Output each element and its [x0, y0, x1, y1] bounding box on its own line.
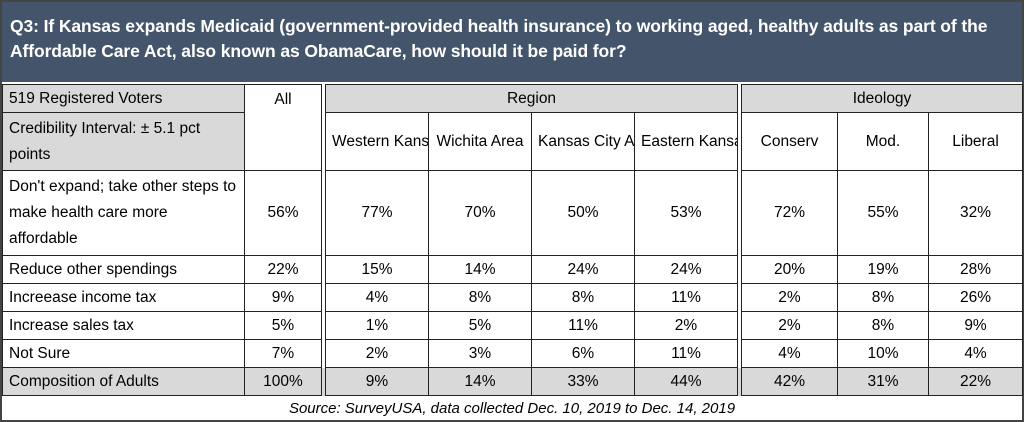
cell-western-kansas: 9%	[325, 367, 429, 396]
cell-wichita-area: 14%	[428, 367, 532, 396]
table-row: Increease income tax 9% 4% 8% 8% 11% 2% …	[2, 283, 1024, 312]
column-header-eastern-kansas: Eastern Kansas	[634, 112, 738, 171]
cell-mod: 8%	[837, 283, 929, 312]
composition-row: Composition of Adults 100% 9% 14% 33% 44…	[2, 367, 1024, 396]
table-row: Don't expand; take other steps to make h…	[2, 170, 1024, 256]
cell-kansas-city-area: 33%	[531, 367, 635, 396]
cell-eastern-kansas: 11%	[634, 283, 738, 312]
cell-kansas-city-area: 50%	[531, 170, 635, 256]
crosstab-table: 519 Registered Voters All Region Ideolog…	[2, 84, 1024, 396]
cell-eastern-kansas: 2%	[634, 311, 738, 340]
sample-size-label: 519 Registered Voters	[2, 84, 245, 113]
column-header-kansas-city-area: Kansas City Area	[531, 112, 635, 171]
source-note: Source: SurveyUSA, data collected Dec. 1…	[288, 400, 736, 417]
column-header-wichita-area: Wichita Area	[428, 112, 532, 171]
cell-western-kansas: 77%	[325, 170, 429, 256]
cell-mod: 31%	[837, 367, 929, 396]
row-label: Don't expand; take other steps to make h…	[2, 170, 245, 256]
column-header-western-kansas: Western Kansas	[325, 112, 429, 171]
row-label: Reduce other spendings	[2, 255, 245, 284]
cell-mod: 8%	[837, 311, 929, 340]
cell-mod: 19%	[837, 255, 929, 284]
cell-western-kansas: 2%	[325, 339, 429, 368]
header-row-groups: 519 Registered Voters All Region Ideolog…	[2, 84, 1024, 171]
cell-eastern-kansas: 53%	[634, 170, 738, 256]
cell-mod: 55%	[837, 170, 929, 256]
cell-wichita-area: 70%	[428, 170, 532, 256]
cell-eastern-kansas: 11%	[634, 339, 738, 368]
cell-wichita-area: 3%	[428, 339, 532, 368]
cell-kansas-city-area: 8%	[531, 283, 635, 312]
cell-kansas-city-area: 24%	[531, 255, 635, 284]
cell-kansas-city-area: 11%	[531, 311, 635, 340]
cell-western-kansas: 15%	[325, 255, 429, 284]
cell-kansas-city-area: 6%	[531, 339, 635, 368]
cell-all: 5%	[244, 311, 322, 340]
cell-mod: 10%	[837, 339, 929, 368]
cell-conserv: 2%	[741, 283, 838, 312]
cell-conserv: 72%	[741, 170, 838, 256]
column-header-liberal: Liberal	[927, 112, 1024, 171]
cell-liberal: 4%	[927, 339, 1024, 368]
cell-eastern-kansas: 24%	[634, 255, 738, 284]
cell-western-kansas: 1%	[325, 311, 429, 340]
cell-wichita-area: 8%	[428, 283, 532, 312]
cell-wichita-area: 5%	[428, 311, 532, 340]
cell-eastern-kansas: 44%	[634, 367, 738, 396]
cell-liberal: 26%	[927, 283, 1024, 312]
column-header-all: All	[244, 84, 322, 171]
cell-all: 100%	[244, 367, 322, 396]
column-header-conserv: Conserv	[741, 112, 838, 171]
group-header-region: Region	[325, 84, 738, 113]
question-title: Q3: If Kansas expands Medicaid (governme…	[2, 2, 1022, 82]
cell-liberal: 28%	[927, 255, 1024, 284]
cell-conserv: 4%	[741, 339, 838, 368]
cell-conserv: 2%	[741, 311, 838, 340]
table-row: Reduce other spendings 22% 15% 14% 24% 2…	[2, 255, 1024, 284]
cell-all: 9%	[244, 283, 322, 312]
header-row-columns: Credibility Interval: ± 5.1 pct points W…	[2, 112, 1024, 171]
row-label: Increase sales tax	[2, 311, 245, 340]
cell-liberal: 22%	[927, 367, 1024, 396]
cell-all: 22%	[244, 255, 322, 284]
credibility-interval-label: Credibility Interval: ± 5.1 pct points	[2, 112, 245, 171]
row-label: Not Sure	[2, 339, 245, 368]
column-header-mod: Mod.	[837, 112, 929, 171]
group-header-ideology: Ideology	[740, 84, 1024, 113]
row-label: Composition of Adults	[2, 367, 245, 396]
cell-liberal: 9%	[927, 311, 1024, 340]
cell-western-kansas: 4%	[325, 283, 429, 312]
cell-all: 56%	[244, 170, 322, 256]
row-label: Increease income tax	[2, 283, 245, 312]
cell-all: 7%	[244, 339, 322, 368]
table-row: Not Sure 7% 2% 3% 6% 11% 4% 10% 4%	[2, 339, 1024, 368]
table-row: Increase sales tax 5% 1% 5% 11% 2% 2% 8%…	[2, 311, 1024, 340]
cell-conserv: 42%	[741, 367, 838, 396]
cell-conserv: 20%	[741, 255, 838, 284]
cell-wichita-area: 14%	[428, 255, 532, 284]
cell-liberal: 32%	[927, 170, 1024, 256]
